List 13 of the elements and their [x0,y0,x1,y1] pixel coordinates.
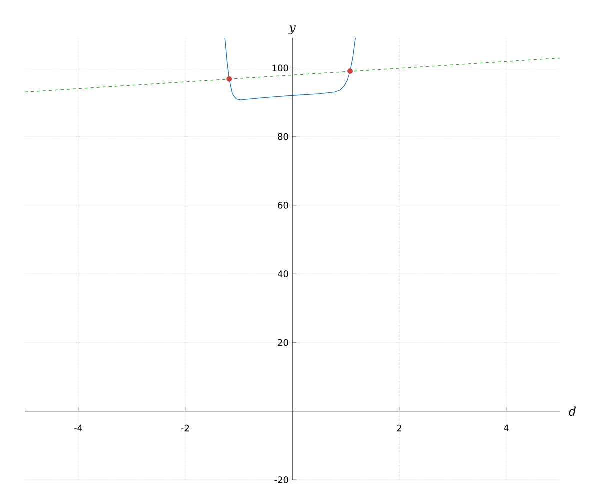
y-tick-label: 40 [278,270,288,278]
x-tick-label: -2 [181,424,190,432]
line-series [224,38,356,100]
x-tick-label: 2 [397,424,402,432]
y-tick-label: -20 [274,476,288,484]
x-tick-label: -4 [74,424,82,432]
y-axis-title: y [288,26,296,34]
y-tick-label: 60 [278,202,288,209]
y-tick-label: 20 [278,339,288,346]
x-tick-label: 4 [504,424,509,432]
y-tick-label: 80 [278,133,288,140]
y-tick-label: 100 [272,64,288,72]
x-axis-title: d [569,406,576,416]
